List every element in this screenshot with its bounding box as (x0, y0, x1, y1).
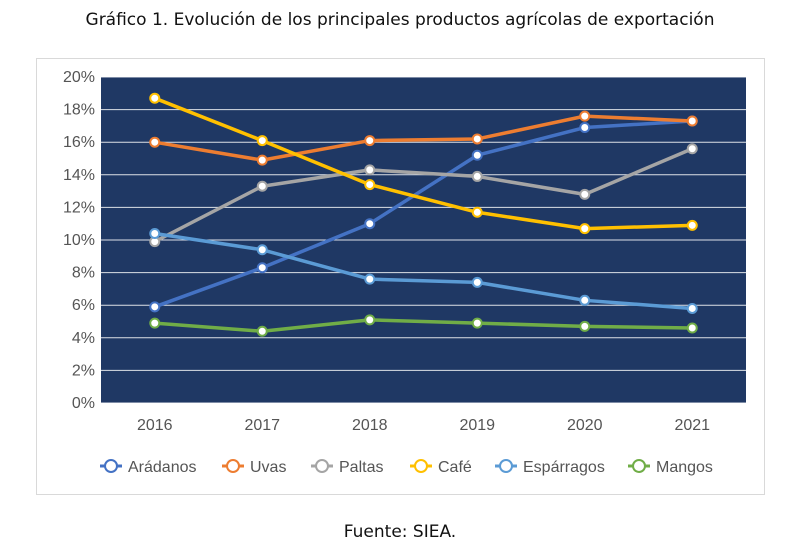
y-tick-label: 2% (72, 362, 95, 379)
legend-item: Mangos (628, 459, 713, 476)
legend-item: Paltas (311, 459, 383, 476)
source-note: Fuente: SIEA. (343, 522, 457, 542)
x-tick-label: 2017 (244, 417, 280, 434)
data-point (364, 135, 376, 147)
legend-item: Arádanos (100, 459, 197, 476)
legend-item: Café (410, 459, 472, 476)
series-paltas (149, 143, 698, 248)
data-point (149, 92, 161, 104)
legend-swatch-marker (226, 459, 240, 473)
data-point (579, 122, 591, 134)
data-point (471, 133, 483, 145)
data-point (686, 143, 698, 155)
data-point (471, 170, 483, 182)
data-point (149, 317, 161, 329)
data-point (579, 110, 591, 122)
y-tick-label: 4% (72, 330, 95, 347)
data-point (256, 262, 268, 274)
data-point (256, 325, 268, 337)
data-point (579, 188, 591, 200)
data-point (149, 301, 161, 313)
data-point (686, 115, 698, 127)
data-point (471, 206, 483, 218)
y-tick-label: 14% (63, 167, 95, 184)
data-point (579, 294, 591, 306)
data-point (256, 135, 268, 147)
series-uvas (149, 110, 698, 166)
y-tick-label: 6% (72, 297, 95, 314)
y-axis-ticks: 0% 2% 4% 6% 8% 10% 12% 14% 16% 18% 20% (63, 69, 95, 412)
legend-label: Paltas (339, 459, 383, 476)
data-point (256, 154, 268, 166)
data-point (364, 179, 376, 191)
data-point (686, 302, 698, 314)
legend: Arádanos Uvas Paltas Café Espárragos Mangos (100, 459, 713, 476)
data-point (579, 320, 591, 332)
data-point (364, 218, 376, 230)
legend-swatch-marker (499, 459, 513, 473)
data-point (471, 317, 483, 329)
series-café (149, 92, 698, 235)
x-axis-ticks: 2016 2017 2018 2019 2020 2021 (137, 417, 710, 434)
y-tick-label: 20% (63, 69, 95, 86)
legend-label: Uvas (250, 459, 286, 476)
x-tick-label: 2021 (674, 417, 710, 434)
series-line (154, 231, 693, 311)
series-line (154, 119, 693, 309)
series-line (154, 318, 693, 334)
data-point (364, 314, 376, 326)
chart-title: Gráfico 1. Evolución de los principales … (85, 10, 715, 30)
y-tick-label: 8% (72, 265, 95, 282)
data-point (686, 322, 698, 334)
y-tick-label: 12% (63, 199, 95, 216)
legend-swatch-marker (414, 459, 428, 473)
x-tick-label: 2020 (567, 417, 603, 434)
data-point (256, 244, 268, 256)
legend-label: Espárragos (523, 459, 605, 476)
data-point (364, 164, 376, 176)
legend-swatch-marker (315, 459, 329, 473)
data-point (149, 136, 161, 148)
legend-item: Espárragos (495, 459, 605, 476)
data-point (471, 149, 483, 161)
legend-label: Café (438, 459, 472, 476)
y-tick-label: 10% (63, 232, 95, 249)
data-point (256, 180, 268, 192)
data-point (149, 227, 161, 239)
series-lines (149, 92, 698, 337)
series-espárragos (149, 227, 698, 314)
series-line (154, 114, 693, 162)
y-tick-label: 16% (63, 134, 95, 151)
legend-label: Arádanos (128, 459, 197, 476)
x-tick-label: 2018 (352, 417, 388, 434)
series-line (153, 147, 693, 244)
y-tick-label: 18% (63, 102, 95, 119)
y-tick-label: 0% (72, 395, 95, 412)
legend-item: Uvas (222, 459, 286, 476)
legend-swatch-marker (104, 459, 118, 473)
x-tick-label: 2019 (459, 417, 495, 434)
data-point (579, 223, 591, 235)
data-point (471, 276, 483, 288)
data-point (364, 273, 376, 285)
legend-swatch-marker (632, 459, 646, 473)
x-tick-label: 2016 (137, 417, 173, 434)
series-mangos (149, 314, 698, 337)
legend-label: Mangos (656, 459, 713, 476)
data-point (686, 219, 698, 231)
series-line (154, 96, 693, 231)
